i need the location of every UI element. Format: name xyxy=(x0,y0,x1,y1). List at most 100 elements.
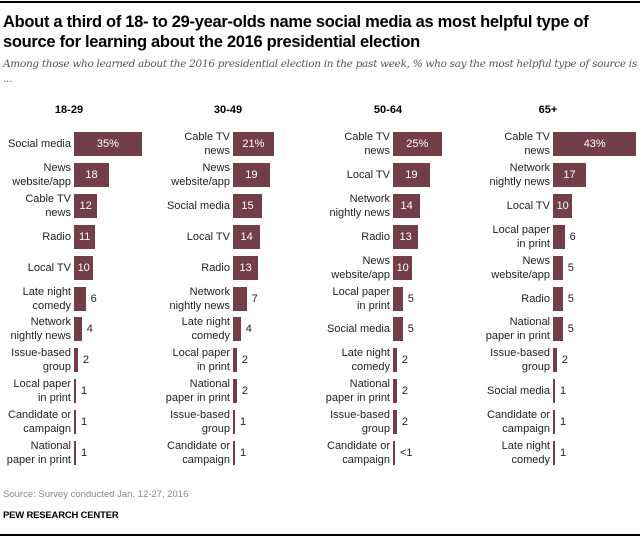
category-label: Cable TV news xyxy=(344,131,390,157)
value-label: 15 xyxy=(241,199,254,212)
brand-label: PEW RESEARCH CENTER xyxy=(3,510,119,521)
bar xyxy=(553,379,555,404)
bar xyxy=(393,379,397,404)
category-label: Issue-based group xyxy=(330,409,390,436)
bar xyxy=(233,132,274,156)
value-label: 25% xyxy=(406,138,429,150)
value-label: 2 xyxy=(561,354,568,367)
value-label: 1 xyxy=(560,385,567,398)
category-label: Candidate or campaign xyxy=(8,409,71,436)
category-label: National paper in print xyxy=(485,316,550,343)
value-label: 5 xyxy=(407,323,414,336)
value-label: 2 xyxy=(401,385,408,398)
bar xyxy=(553,162,586,187)
bar xyxy=(233,162,270,187)
bar xyxy=(553,317,563,342)
value-label: 1 xyxy=(240,416,247,429)
value-label: 19 xyxy=(245,168,258,181)
panel-title: 65+ xyxy=(538,104,558,116)
category-label: Social media xyxy=(327,323,390,336)
category-label: News website/app xyxy=(12,161,71,188)
category-label: Issue-based group xyxy=(490,347,550,374)
bottom-rule xyxy=(0,534,640,536)
bar xyxy=(393,132,442,156)
bar xyxy=(553,132,637,156)
category-label: News website/app xyxy=(491,254,550,281)
bar xyxy=(74,348,78,373)
category-label: Cable TV news xyxy=(184,131,230,157)
value-label: 10 xyxy=(396,261,409,274)
value-label: 4 xyxy=(245,323,252,336)
panel-title: 30-49 xyxy=(213,104,243,116)
value-label: 4 xyxy=(86,323,93,336)
bar xyxy=(74,132,142,156)
bar xyxy=(74,286,86,311)
bar xyxy=(553,224,565,249)
value-label: 13 xyxy=(399,230,412,243)
category-label: Social media xyxy=(487,385,550,398)
category-label: Issue-based group xyxy=(11,347,71,374)
category-label: Issue-based group xyxy=(170,409,230,436)
value-label: 14 xyxy=(400,199,413,212)
bar xyxy=(233,317,241,342)
category-label: Late night comedy xyxy=(22,285,71,312)
bar xyxy=(393,410,397,435)
bar xyxy=(233,286,247,311)
value-label: 19 xyxy=(405,168,418,181)
category-label: Social media xyxy=(167,199,230,212)
value-label: 18 xyxy=(85,168,98,181)
bar xyxy=(393,255,413,280)
bar xyxy=(393,286,403,311)
bar xyxy=(553,255,563,280)
top-rule xyxy=(0,1,640,3)
category-label: Radio xyxy=(521,292,550,305)
bar xyxy=(553,193,573,218)
category-label: Radio xyxy=(42,230,71,243)
panel-title: 50-64 xyxy=(373,104,403,116)
category-label: Local TV xyxy=(186,230,230,243)
bar xyxy=(393,317,403,342)
value-label: 5 xyxy=(567,261,574,274)
bar xyxy=(233,255,259,280)
value-label: 1 xyxy=(560,416,567,429)
category-label: Network nightly news xyxy=(489,161,550,188)
bar xyxy=(233,348,237,373)
category-label: Network nightly news xyxy=(169,285,230,312)
bar xyxy=(74,317,82,342)
category-label: Late night comedy xyxy=(341,347,390,374)
value-label: 10 xyxy=(556,199,569,212)
bar xyxy=(233,441,235,465)
category-label: News website/app xyxy=(171,161,230,188)
bar xyxy=(553,410,555,435)
category-label: News website/app xyxy=(331,254,390,281)
value-label: 1 xyxy=(240,447,247,459)
bar xyxy=(553,441,555,465)
chart-title: About a third of 18- to 29-year-olds nam… xyxy=(3,13,589,51)
bar xyxy=(74,224,96,249)
category-label: Radio xyxy=(361,230,390,243)
bar xyxy=(74,379,76,404)
bar xyxy=(553,286,563,311)
category-label: Candidate or campaign xyxy=(327,440,390,466)
category-label: National paper in print xyxy=(6,440,71,466)
category-label: Local TV xyxy=(506,199,550,212)
category-label: Late night comedy xyxy=(501,440,550,466)
category-label: Local paper in print xyxy=(332,285,391,312)
bar xyxy=(233,224,261,249)
bar xyxy=(74,255,94,280)
value-label: 1 xyxy=(81,385,88,398)
value-label: 14 xyxy=(240,230,253,243)
bar xyxy=(233,379,237,404)
value-label: 5 xyxy=(567,292,574,305)
value-label: 1 xyxy=(81,416,88,429)
value-label: 21% xyxy=(242,138,265,150)
bar xyxy=(393,162,430,187)
category-label: National paper in print xyxy=(165,378,230,405)
category-label: Local paper in print xyxy=(172,347,231,374)
bar xyxy=(393,224,419,249)
category-label: Candidate or campaign xyxy=(487,409,550,436)
category-label: Cable TV news xyxy=(25,192,71,219)
value-label: <1 xyxy=(400,447,413,459)
source-note: Source: Survey conducted Jan. 12-27, 201… xyxy=(3,489,189,500)
bar xyxy=(233,410,235,435)
